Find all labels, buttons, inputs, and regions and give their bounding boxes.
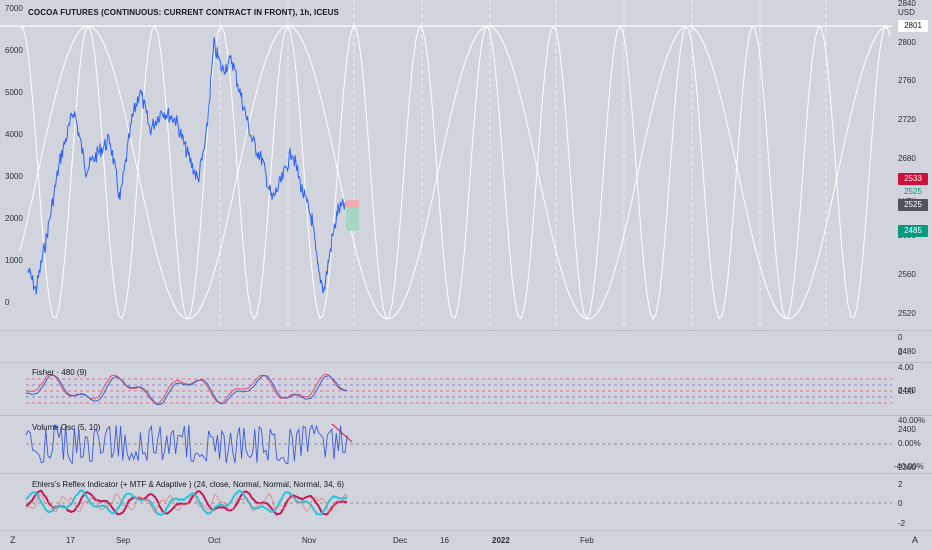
cycle-curve [19, 25, 891, 320]
left-axis-tick: 2000 [5, 214, 23, 223]
main-price-pane[interactable]: COCOA FUTURES (CONTINUOUS: CURRENT CONTR… [0, 0, 892, 330]
right-axis-tick: 2440 [898, 386, 916, 395]
fisher-pane[interactable]: Fisher · 480 (9) [0, 363, 892, 415]
volume-osc-line [25, 423, 348, 465]
time-axis-divider [0, 530, 932, 531]
vol-trend-line [331, 423, 353, 443]
right-axis-tick: 2680 [898, 153, 916, 163]
fisher-signal-line [25, 373, 348, 405]
time-axis-label: 2022 [492, 536, 510, 545]
volume-osc-axis: 40.00% 0.00% -40.00% [892, 416, 932, 473]
right-axis-tick: 2800 [898, 37, 916, 47]
left-axis-tick: 5000 [5, 88, 23, 97]
time-axis-label: Dec [393, 536, 408, 545]
reflex-canvas[interactable] [0, 474, 892, 530]
volume-osc-title: Volume Osc (5, 10) [32, 423, 101, 432]
chart-title: COCOA FUTURES (CONTINUOUS: CURRENT CONTR… [28, 8, 339, 17]
reflex-title: Ehlers's Reflex Indicator (+ MTF & Adapt… [32, 480, 345, 489]
left-axis-tick: 4000 [5, 130, 23, 139]
reflex-pane[interactable]: Ehlers's Reflex Indicator (+ MTF & Adapt… [0, 474, 892, 530]
right-axis-tick: 2760 [898, 76, 916, 86]
left-axis-tick: 7000 [5, 4, 23, 13]
price-badge: 2485 [898, 225, 928, 237]
position-box-loss [346, 200, 359, 207]
currency-label: USD [898, 8, 915, 17]
spacer-axis: 0 0 [892, 331, 932, 362]
reflex-axis: 2 0 -2 [892, 474, 932, 530]
position-box-profit [346, 207, 359, 231]
right-axis-tick: 2360 [898, 463, 916, 473]
fisher-title: Fisher · 480 (9) [32, 368, 87, 377]
price-series [27, 37, 346, 295]
fisher-canvas[interactable] [0, 363, 892, 415]
spacer-tick-2: 0 [898, 348, 903, 357]
trendflex-line [25, 489, 348, 516]
pane-divider[interactable] [0, 330, 932, 331]
price-chart-canvas[interactable] [0, 0, 892, 330]
time-axis-label: Feb [580, 536, 594, 545]
cycle-curve [20, 24, 891, 321]
reflex-tick-zero: 0 [898, 499, 903, 508]
fisher-axis: 4.00 0.00 [892, 363, 932, 415]
left-axis-tick: 1000 [5, 256, 23, 265]
vol-tick-top: 40.00% [898, 416, 926, 425]
pane-divider[interactable] [0, 415, 932, 416]
right-price-axis[interactable]: USD 284028002760272026802640260025602520… [892, 0, 932, 472]
volume-osc-canvas[interactable] [0, 416, 892, 473]
time-axis-label: Nov [302, 536, 317, 545]
time-axis-label: Sep [116, 536, 131, 545]
price-badge: 2525 [898, 186, 928, 198]
spacer-tick-1: 0 [898, 333, 903, 342]
reflex-fast-line [25, 492, 348, 514]
right-axis-tick: 2720 [898, 115, 916, 125]
price-badge: 2801 [898, 20, 928, 32]
left-axis-tick: 0 [5, 298, 10, 307]
vol-tick-bottom: -40.00% [894, 462, 924, 471]
price-badge: 2533 [898, 173, 928, 185]
reflex-tick-bottom: -2 [898, 519, 906, 528]
pane-divider[interactable] [0, 362, 932, 363]
time-axis-label: 16 [440, 536, 449, 545]
fisher-tick-zero: 0.00 [898, 387, 914, 396]
vol-tick-zero: 0.00% [898, 439, 921, 448]
right-axis-tick: 2840 [898, 0, 916, 8]
right-axis-tick: 2400 [898, 424, 916, 434]
right-axis-tick: 2520 [898, 308, 916, 318]
reflex-tick-top: 2 [898, 480, 903, 489]
left-price-axis: 7000 6000 5000 4000 3000 2000 1000 0 [0, 0, 28, 330]
left-axis-tick: 3000 [5, 172, 23, 181]
left-axis-tick: 6000 [5, 46, 23, 55]
right-axis-tick: 2560 [898, 269, 916, 279]
time-axis-label: Oct [208, 536, 221, 545]
time-axis[interactable]: 17 Sep Oct Nov Dec 16 2022 Feb [0, 531, 892, 550]
right-axis-tick: 2480 [898, 347, 916, 357]
auto-scale-button[interactable]: A [911, 535, 918, 545]
price-badge: 2525 [898, 199, 928, 211]
time-axis-label: 17 [66, 536, 75, 545]
reflex-line [25, 489, 348, 516]
volume-osc-pane[interactable]: Volume Osc (5, 10) [0, 416, 892, 473]
timezone-button[interactable]: Z [10, 535, 16, 545]
pane-divider[interactable] [0, 473, 932, 474]
fisher-tick-top: 4.00 [898, 363, 914, 372]
fisher-line [25, 374, 348, 406]
